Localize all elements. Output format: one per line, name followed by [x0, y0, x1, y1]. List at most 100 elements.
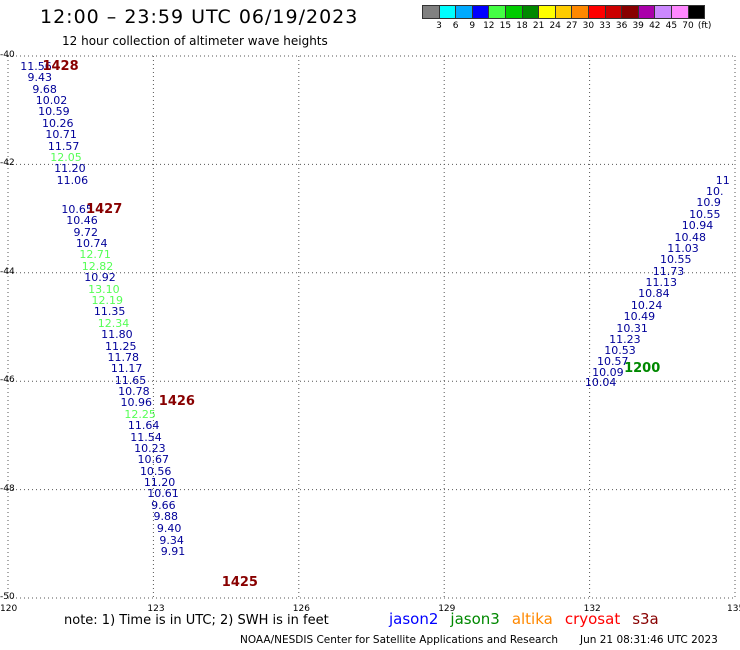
credit-text: NOAA/NESDIS Center for Satellite Applica…	[240, 634, 558, 646]
wave-height-value: 9.88	[153, 510, 179, 524]
wave-height-value: 11.56	[20, 59, 52, 73]
wave-height-value: 12.05	[50, 150, 82, 164]
wave-height-value: 11.73	[652, 264, 685, 278]
lon-tick-label: 123	[147, 604, 165, 614]
lon-tick-label: 120	[0, 604, 18, 614]
lon-tick-label: 135	[727, 604, 740, 614]
lon-tick-label: 132	[583, 604, 601, 614]
wave-height-value: 10.67	[137, 453, 170, 467]
wave-height-value: 10.84	[638, 287, 670, 301]
colorbar-label: 24	[549, 21, 561, 31]
wave-height-value: 10.9	[696, 196, 721, 210]
wave-height-value: 9.68	[32, 82, 57, 96]
wave-height-value: 10.02	[35, 93, 68, 107]
wave-height-value: 10.48	[674, 230, 707, 244]
wave-height-value: 10.55	[689, 207, 721, 221]
wave-height-value: 10.74	[75, 237, 108, 251]
wave-height-value: 11.03	[667, 241, 699, 255]
wave-height-value: 10.	[706, 184, 724, 198]
wave-height-value: 12.25	[124, 407, 156, 421]
lat-tick-label: -48	[0, 483, 15, 494]
colorbar-label: 6	[452, 21, 459, 31]
wave-height-value: 11.54	[130, 430, 162, 444]
wave-height-value: 11.25	[105, 339, 137, 353]
lon-tick-label: 129	[438, 604, 456, 614]
satellite-legend-item: cryosat	[564, 610, 621, 628]
wave-height-value: 10.46	[66, 214, 98, 228]
wave-height-value: 10.31	[616, 321, 648, 335]
colorbar-label: 33	[599, 21, 611, 31]
lat-tick-label: -40	[0, 50, 15, 60]
colorbar-label: (ft)	[697, 21, 712, 31]
wave-height-value: 11.64	[127, 419, 160, 433]
wave-height-value: 9.34	[159, 534, 184, 548]
wave-height-value: 9.72	[73, 225, 99, 239]
wave-height-value: 10.53	[604, 343, 636, 357]
colorbar-label: 70	[682, 21, 694, 31]
wave-height-value: 10.55	[659, 253, 692, 267]
wave-height-value: 11.35	[93, 305, 126, 319]
colorbar-label: 39	[632, 21, 644, 31]
wave-height-value: 10.09	[592, 365, 624, 379]
colorbar-swatch	[687, 5, 706, 19]
wave-height-value: 10.94	[681, 219, 714, 233]
note-text: note: 1) Time is in UTC; 2) SWH is in fe…	[64, 613, 329, 628]
pass-time-label: 1200	[624, 361, 661, 377]
lat-tick-label: -50	[0, 592, 15, 602]
wave-height-value: 10.24	[630, 298, 663, 312]
wave-height-value: 10.57	[596, 354, 629, 368]
satellite-legend-item: altika	[511, 610, 553, 628]
satellite-legend: jason2 jason3 altika cryosat s3a	[389, 610, 671, 628]
wave-height-value: 12.34	[97, 316, 130, 330]
colorbar	[422, 5, 706, 19]
wave-height-value: 9.66	[151, 498, 176, 512]
wave-height-value: 11.80	[101, 328, 133, 342]
wave-height-value: 10.96	[120, 396, 153, 410]
pass-time-label: 1428	[42, 58, 79, 74]
wave-height-value: 11.20	[143, 476, 176, 490]
wave-height-value: 11.57	[47, 139, 80, 153]
pass-time-label: 1427	[86, 201, 123, 217]
wave-height-value: 11	[715, 173, 730, 187]
wave-height-value: 12.82	[81, 259, 114, 273]
wave-height-value: 10.78	[118, 385, 150, 399]
wave-height-value: 11.17	[110, 362, 143, 376]
wave-height-value: 10.59	[38, 105, 70, 119]
wave-height-value: 9.43	[27, 71, 53, 85]
wave-height-value: 12.19	[91, 293, 123, 307]
colorbar-label: 15	[499, 21, 512, 31]
colorbar-label: 9	[469, 21, 476, 31]
wave-height-value: 10.92	[84, 271, 116, 285]
lat-tick-label: -44	[0, 266, 15, 277]
map-subtitle: 12 hour collection of altimeter wave hei…	[62, 34, 328, 48]
wave-height-value: 10.04	[584, 376, 617, 390]
colorbar-label: 42	[649, 21, 661, 31]
wave-height-value: 9.91	[160, 544, 186, 558]
wave-height-value: 11.23	[609, 333, 641, 346]
wave-height-value: 10.49	[623, 310, 656, 324]
timestamp-text: Jun 21 08:31:46 UTC 2023	[580, 634, 718, 646]
colorbar-label: 30	[582, 21, 595, 31]
wave-height-value: 10.23	[134, 441, 166, 455]
wave-height-value: 12.71	[79, 248, 111, 262]
colorbar-label: 3	[436, 21, 442, 31]
wave-height-value: 10.61	[147, 487, 179, 501]
colorbar-label: 21	[532, 21, 545, 31]
wave-height-value: 9.40	[156, 521, 182, 535]
wave-height-value: 11.13	[645, 276, 677, 290]
wave-height-value: 10.26	[42, 116, 74, 130]
wave-height-value: 11.78	[107, 350, 139, 364]
colorbar-label: 45	[665, 21, 678, 31]
pass-time-label: 1426	[158, 393, 195, 409]
colorbar-label: 18	[516, 21, 528, 31]
colorbar-label: 36	[615, 21, 628, 31]
wave-height-value: 10.56	[139, 464, 172, 478]
colorbar-label: 27	[566, 21, 578, 31]
pass-time-label: 1425	[221, 574, 258, 590]
satellite-legend-item: jason3	[450, 610, 500, 628]
wave-height-value: 13.10	[88, 282, 120, 296]
colorbar-label: 12	[483, 21, 495, 31]
wave-height-value: 10.65	[61, 202, 93, 216]
lon-tick-label: 126	[292, 604, 310, 614]
wave-height-value: 11.20	[54, 162, 86, 176]
